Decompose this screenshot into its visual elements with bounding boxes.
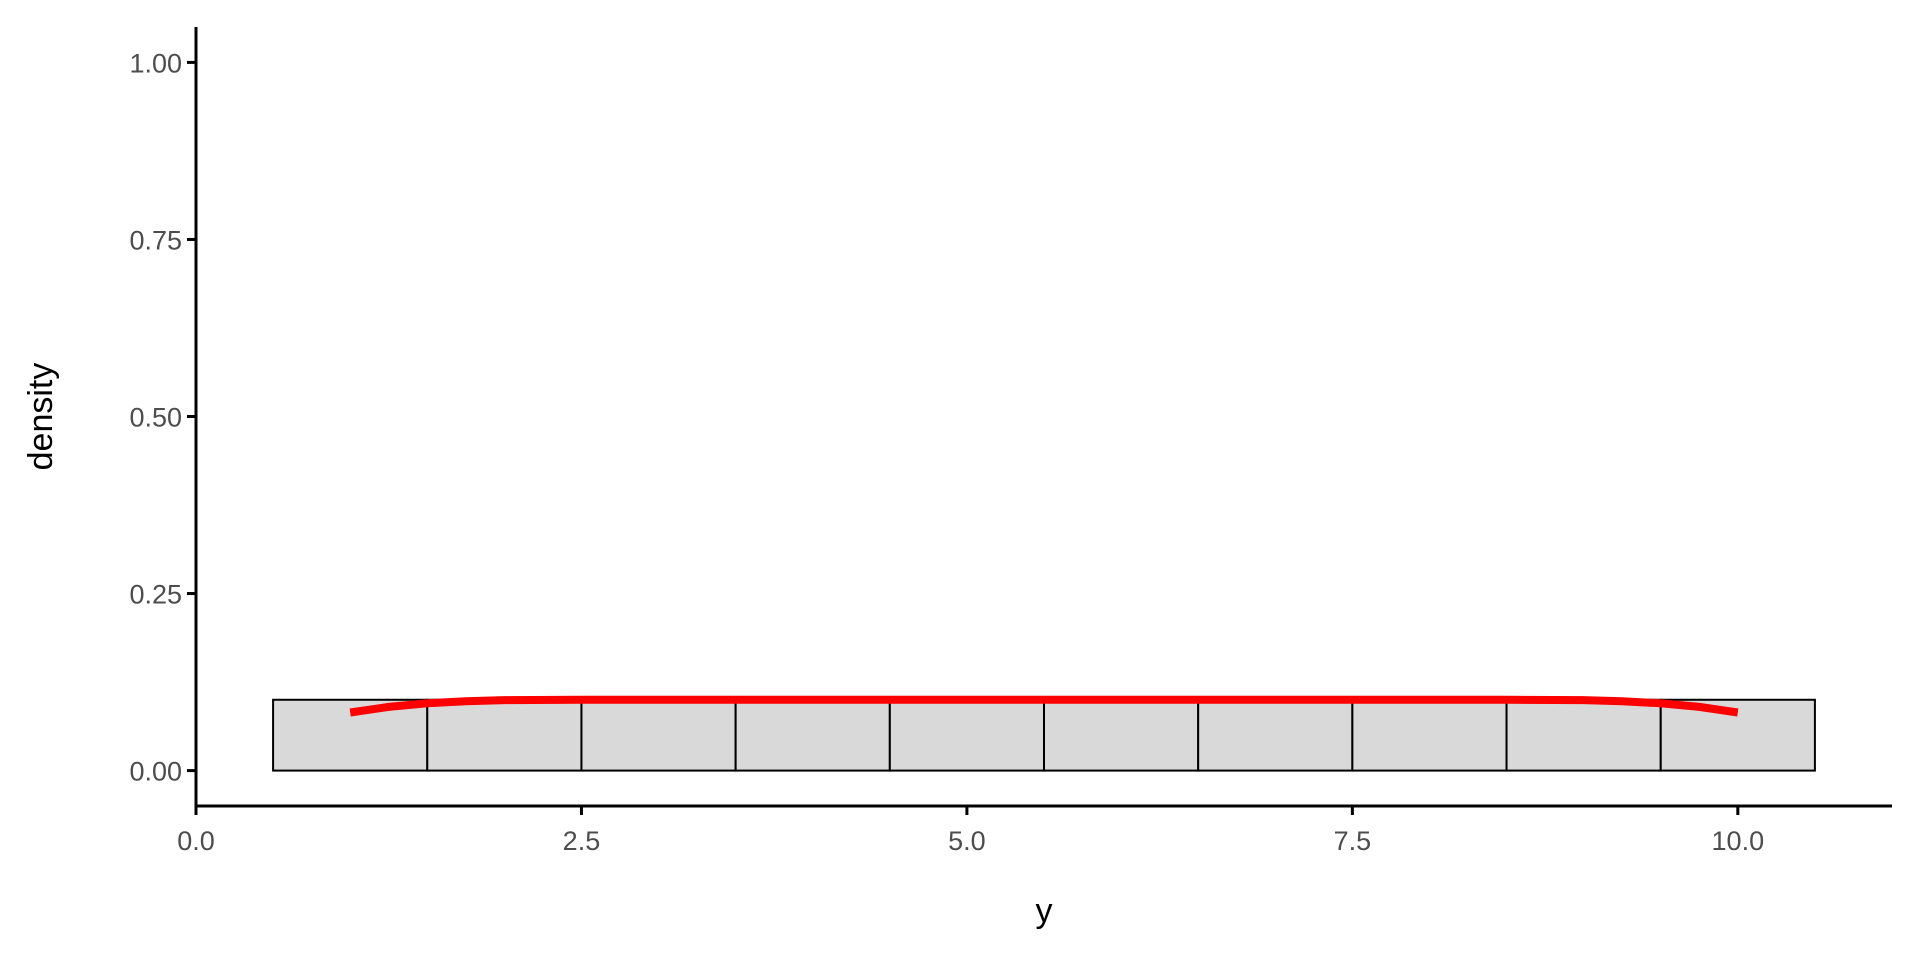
y-tick-label: 0.75 (129, 225, 182, 255)
histogram-bar (1505, 698, 1662, 772)
y-axis-title: density (22, 363, 60, 471)
y-tick-label: 0.50 (129, 403, 182, 433)
y-axis-ticks: 0.00 0.25 0.50 0.75 1.00 (129, 48, 196, 787)
histogram-bar (1197, 698, 1354, 772)
histogram-bar (734, 698, 891, 772)
histogram-bar (580, 698, 737, 772)
y-tick-label: 1.00 (129, 48, 182, 78)
x-tick-label: 5.0 (948, 826, 986, 856)
y-tick-label: 0.00 (129, 757, 182, 787)
histogram-bars (272, 698, 1816, 772)
histogram-bar (426, 698, 583, 772)
x-tick-label: 2.5 (563, 826, 601, 856)
x-tick-label: 0.0 (177, 826, 215, 856)
x-tick-label: 7.5 (1334, 826, 1372, 856)
x-tick-label: 10.0 (1712, 826, 1765, 856)
x-axis-ticks: 0.0 2.5 5.0 7.5 10.0 (177, 806, 1764, 856)
density-line (349, 695, 1739, 717)
histogram-bar (888, 698, 1045, 772)
y-tick-label: 0.25 (129, 580, 182, 610)
x-axis-title: y (1036, 892, 1053, 930)
histogram-bar (1043, 698, 1200, 772)
histogram-bar (1351, 698, 1508, 772)
